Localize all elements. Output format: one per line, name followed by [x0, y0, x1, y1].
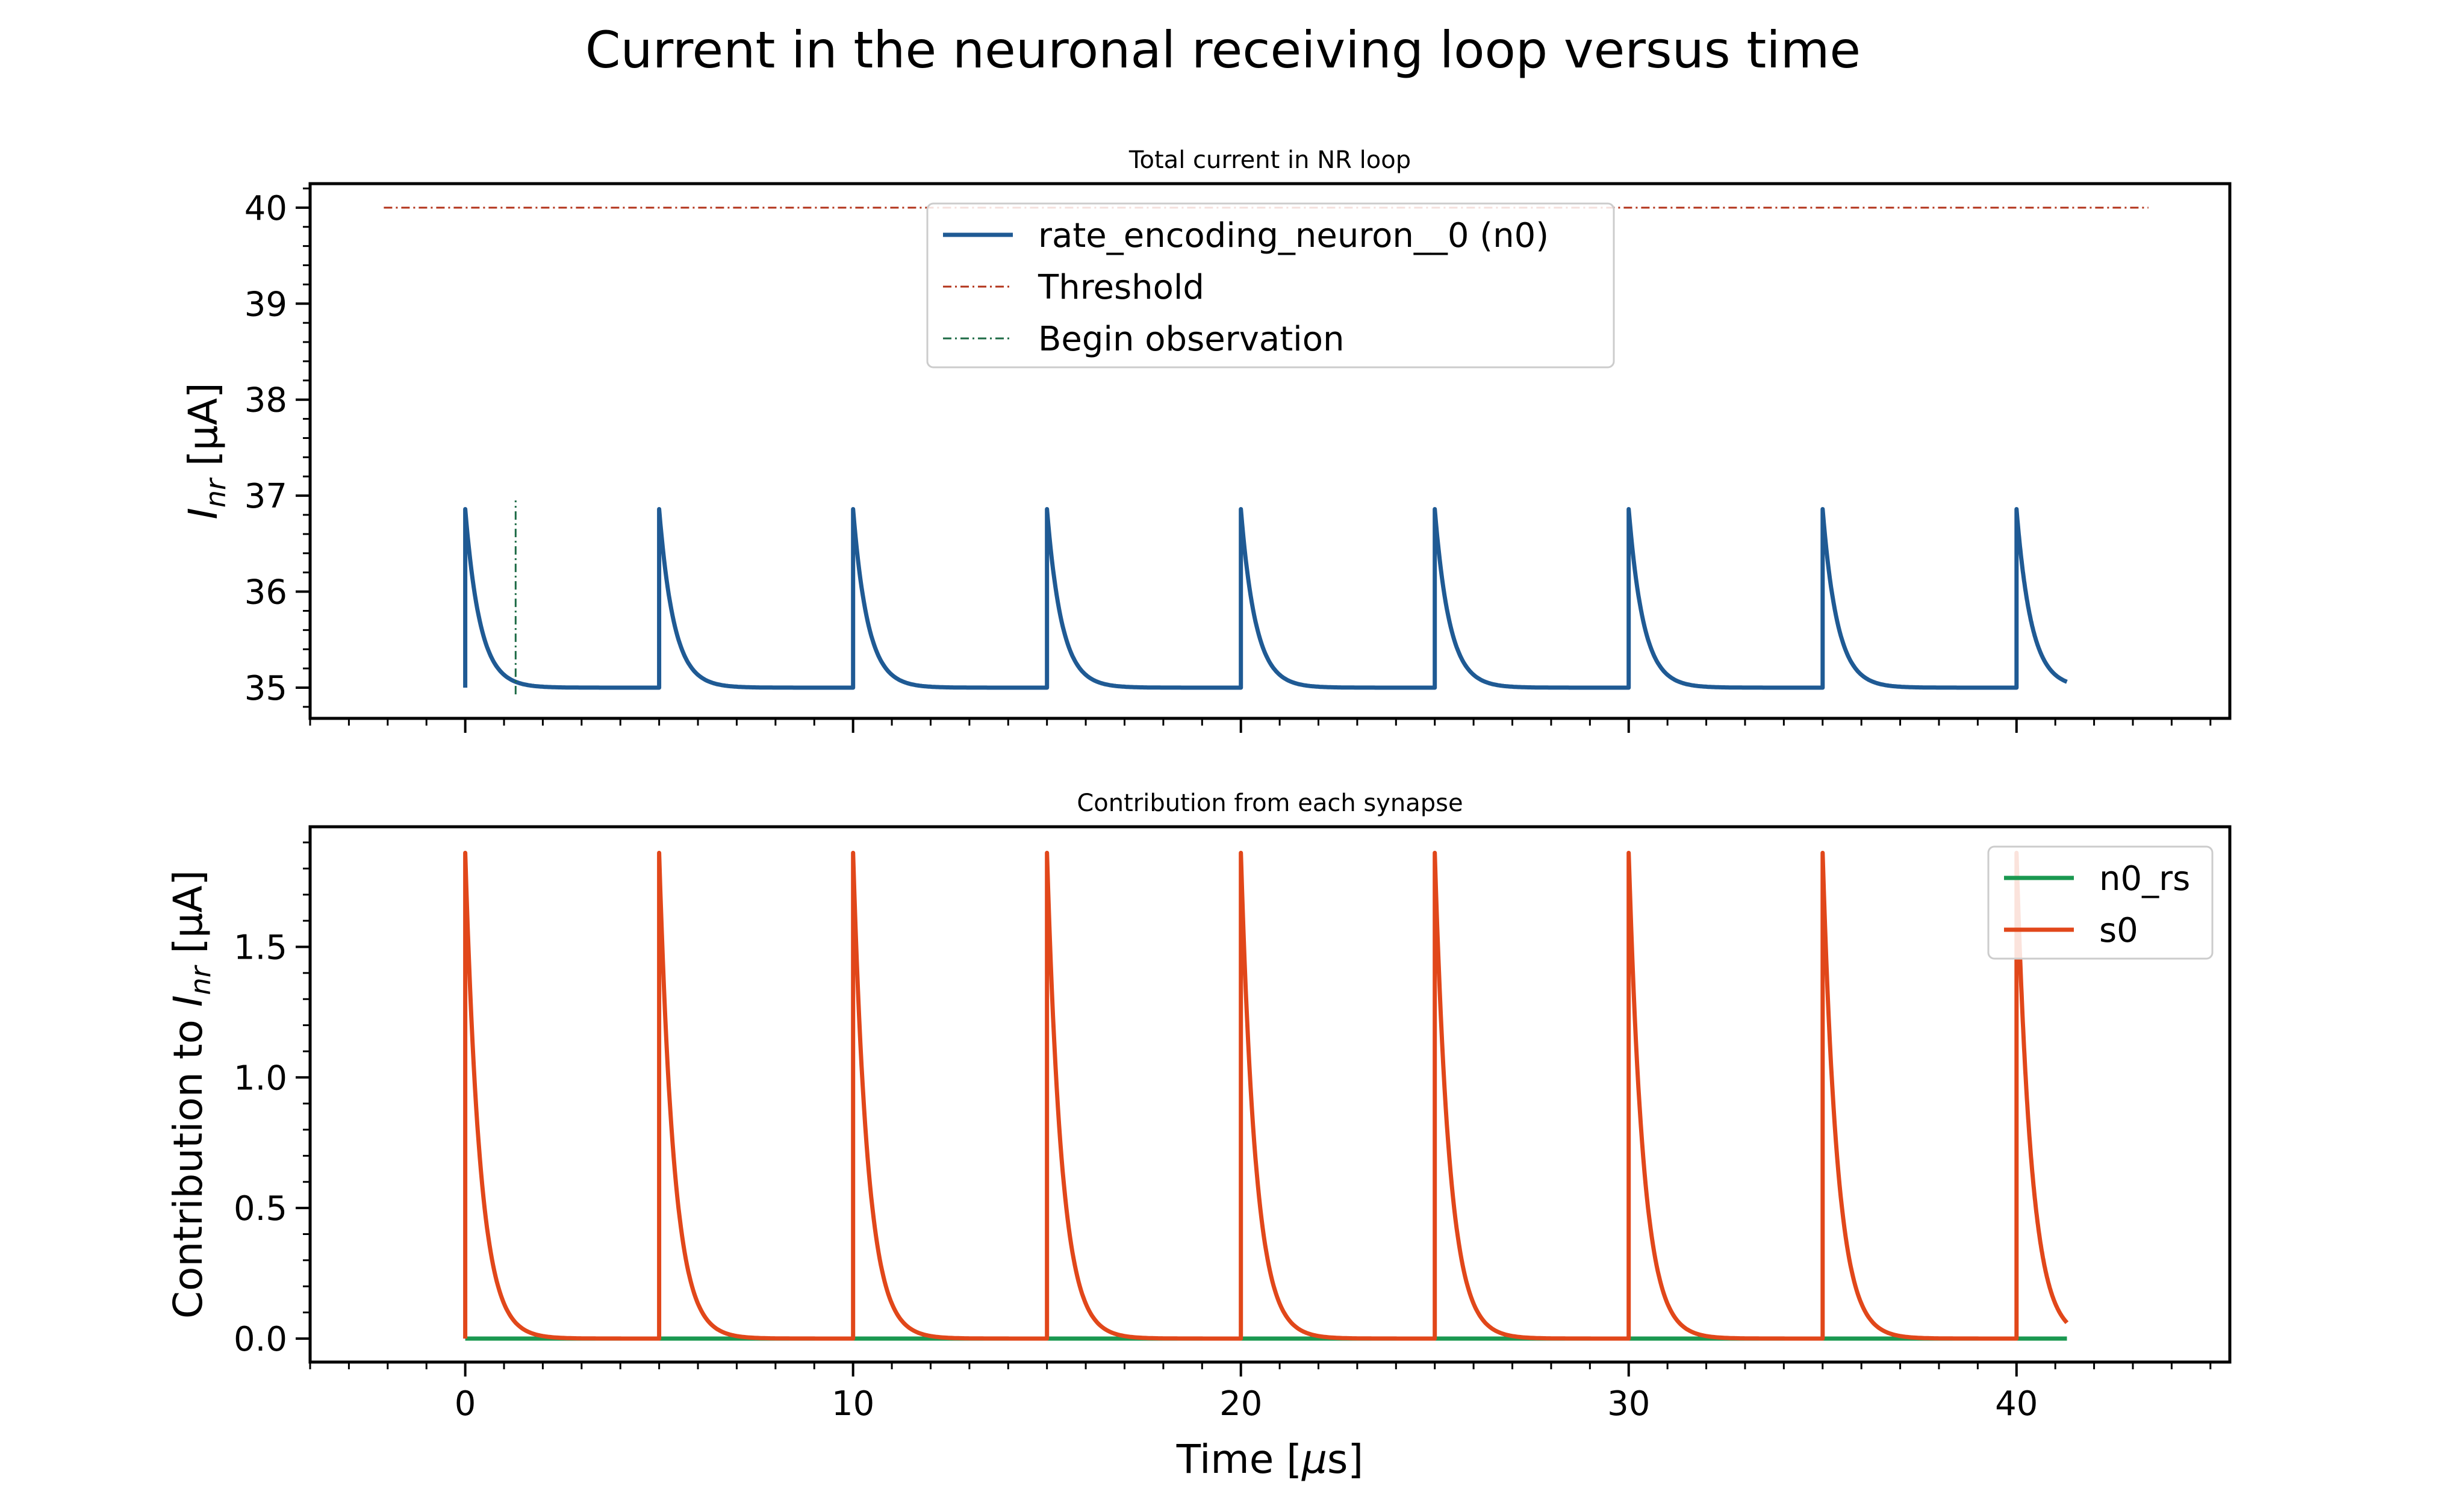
- axes-frame: [308, 825, 2232, 1364]
- axes-frame: [308, 182, 2232, 720]
- x-tick-label: 30: [1607, 1384, 1650, 1423]
- bottom-axes: Contribution from each synapse 0 10 20 30 40 0…: [165, 789, 2232, 1482]
- x-tick-label: 40: [1995, 1384, 2038, 1423]
- subplot-title: Total current in NR loop: [1128, 146, 1411, 174]
- plot-area: [463, 850, 2069, 1341]
- legend-label: n0_rs: [2099, 859, 2190, 898]
- x-axis-label: Time [μs]: [1176, 1436, 1363, 1482]
- y-tick-label: 1.0: [234, 1059, 287, 1098]
- y-tick-label: 0.0: [234, 1320, 287, 1359]
- y-tick-label: 39: [244, 285, 287, 324]
- figure-title: Current in the neuronal receiving loop v…: [585, 20, 1861, 79]
- y-tick-label: 38: [244, 381, 287, 420]
- y-tick-label: 40: [244, 189, 287, 228]
- legend: n0_rs s0: [1987, 845, 2214, 960]
- top-axes: Total current in NR loop 35 36 37 38 39 40 Inr …: [180, 146, 2232, 733]
- y-tick-label: 1.5: [234, 928, 287, 967]
- y-tick-label: 36: [244, 573, 287, 612]
- subplot-title: Contribution from each synapse: [1077, 789, 1463, 817]
- legend-label: Begin observation: [1038, 320, 1344, 359]
- y-tick-label: 0.5: [234, 1189, 287, 1228]
- y-tick-label: 35: [244, 669, 287, 708]
- legend-box: [926, 202, 1615, 369]
- legend-label: rate_encoding_neuron__0 (n0): [1038, 216, 1549, 255]
- x-tick-label: 20: [1219, 1384, 1262, 1423]
- legend-label: s0: [2099, 911, 2138, 950]
- x-tick-label: 10: [832, 1384, 874, 1423]
- series-line-rate-encoding-neuron-0-n0-: [463, 507, 2069, 690]
- plot-area: [384, 207, 2149, 695]
- y-axis-label: Contribution to Inr [μA]: [165, 870, 217, 1319]
- x-tick-label: 0: [455, 1384, 476, 1423]
- legend-label: Threshold: [1038, 268, 1204, 307]
- legend: rate_encoding_neuron__0 (n0) Threshold Beg…: [926, 202, 1615, 369]
- y-tick-label: 37: [244, 477, 287, 516]
- y-axis-label: Inr [μA]: [180, 382, 232, 519]
- series-line-s0: [463, 850, 2069, 1341]
